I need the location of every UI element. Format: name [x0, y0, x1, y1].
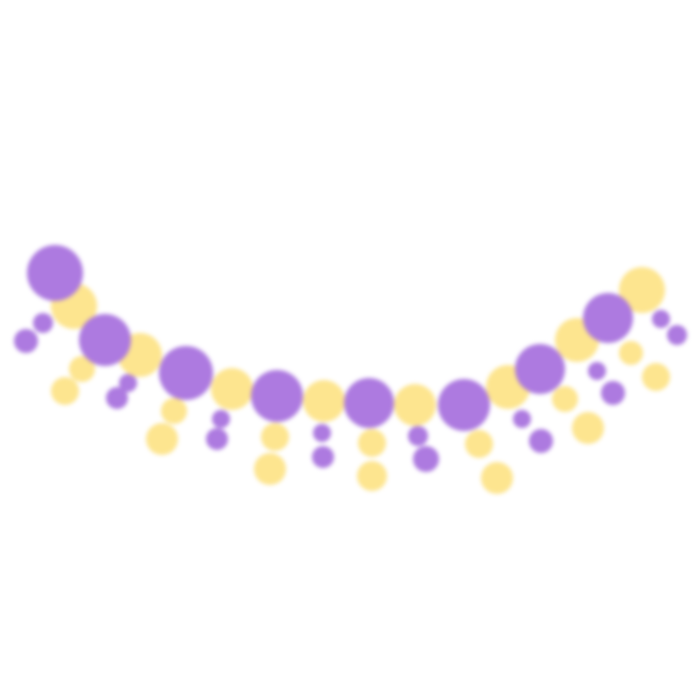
purple-tassel-bead	[667, 325, 687, 345]
yellow-tassel-bead	[51, 377, 79, 405]
purple-tassel-bead	[206, 428, 228, 450]
purple-garland-bead	[438, 379, 490, 431]
purple-garland-bead	[27, 245, 83, 301]
purple-tassel-bead	[513, 410, 531, 428]
yellow-tassel-bead	[481, 462, 513, 494]
yellow-tassel-bead	[146, 423, 178, 455]
purple-tassel-bead	[212, 410, 230, 428]
yellow-tassel-bead	[619, 341, 643, 365]
purple-tassel-bead	[33, 313, 53, 333]
purple-tassel-bead	[529, 429, 553, 453]
yellow-tassel-bead	[358, 429, 386, 457]
yellow-tassel-bead	[261, 423, 289, 451]
purple-tassel-bead	[601, 381, 625, 405]
purple-tassel-bead	[652, 310, 670, 328]
yellow-tassel-bead	[642, 363, 670, 391]
yellow-tassel-bead	[254, 453, 286, 485]
purple-garland-bead	[515, 344, 565, 394]
yellow-garland-bead	[211, 368, 253, 410]
purple-tassel-bead	[119, 374, 137, 392]
purple-garland-bead	[159, 346, 213, 400]
purple-tassel-bead	[312, 446, 334, 468]
purple-tassel-bead	[588, 362, 606, 380]
purple-tassel-bead	[413, 446, 439, 472]
purple-tassel-bead	[14, 329, 38, 353]
yellow-garland-bead	[619, 267, 665, 313]
yellow-tassel-bead	[357, 461, 387, 491]
purple-tassel-bead	[106, 387, 128, 409]
purple-tassel-bead	[313, 424, 331, 442]
purple-garland-bead	[251, 370, 303, 422]
yellow-tassel-bead	[465, 430, 493, 458]
yellow-tassel-bead	[572, 412, 604, 444]
yellow-garland-bead	[394, 384, 436, 426]
purple-garland-bead	[583, 293, 633, 343]
purple-tassel-bead	[408, 426, 428, 446]
yellow-garland-bead	[303, 380, 345, 422]
purple-garland-bead	[79, 314, 131, 366]
purple-garland-bead	[344, 378, 394, 428]
yellow-tassel-bead	[69, 356, 95, 382]
yellow-tassel-bead	[552, 386, 578, 412]
yellow-tassel-bead	[161, 398, 187, 424]
